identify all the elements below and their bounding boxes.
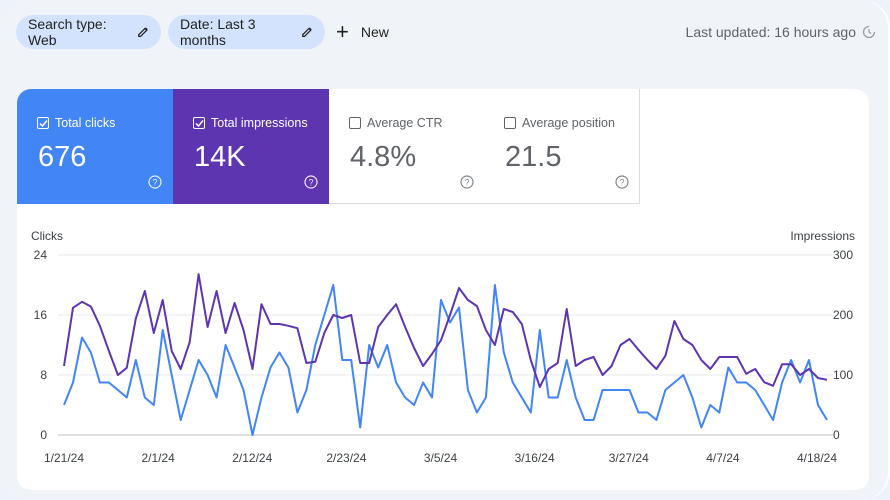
- total-impressions-tile[interactable]: Total impressions 14K ?: [173, 89, 329, 204]
- total-clicks-tile[interactable]: Total clicks 676 ?: [17, 89, 173, 204]
- last-updated-status: Last updated: 16 hours ago: [686, 24, 876, 40]
- plus-icon: +: [336, 19, 349, 44]
- checkbox-unchecked-icon[interactable]: [504, 117, 516, 129]
- date-filter-label: Date: Last 3 months: [180, 16, 256, 48]
- help-icon[interactable]: ?: [615, 175, 629, 189]
- metric-value: 14K: [194, 141, 246, 173]
- metric-value: 676: [38, 141, 87, 173]
- x-axis-tick-label: 3/16/24: [515, 451, 555, 465]
- average-ctr-tile[interactable]: Average CTR 4.8% ?: [329, 89, 485, 204]
- svg-text:?: ?: [464, 178, 469, 188]
- svg-text:?: ?: [308, 178, 313, 188]
- checkbox-unchecked-icon[interactable]: [349, 117, 361, 129]
- x-axis-tick-label: 2/12/24: [232, 451, 272, 465]
- x-axis-tick-label: 2/1/24: [141, 451, 175, 465]
- metric-value: 21.5: [505, 141, 562, 173]
- impressions-series-line: [63, 273, 828, 388]
- svg-text:?: ?: [152, 178, 157, 188]
- average-position-tile[interactable]: Average position 21.5 ?: [484, 89, 640, 204]
- svg-text:?: ?: [619, 178, 624, 188]
- metric-label: Total clicks: [55, 116, 116, 130]
- right-axis-tick-label: 200: [833, 308, 853, 322]
- metric-value: 4.8%: [350, 141, 417, 173]
- x-axis-tick-label: 3/5/24: [424, 451, 458, 465]
- left-axis-tick-label: 24: [34, 248, 48, 262]
- performance-line-chart: Clicks Impressions 0 8 16 24 0 100 200 300 1/21/…: [31, 229, 855, 465]
- clicks-series-line: [63, 284, 828, 436]
- x-axis-tick-label: 4/18/24: [797, 451, 837, 465]
- right-axis-tick-label: 300: [833, 248, 853, 262]
- edit-pencil-icon[interactable]: [301, 25, 313, 39]
- search-type-filter-chip[interactable]: Search type: Web: [16, 15, 161, 49]
- x-axis-tick-label: 1/21/24: [44, 451, 84, 465]
- help-icon[interactable]: ?: [460, 175, 474, 189]
- left-axis-tick-label: 16: [34, 308, 48, 322]
- date-filter-chip[interactable]: Date: Last 3 months: [168, 15, 325, 49]
- metric-label: Average position: [522, 116, 615, 130]
- new-filter-label: New: [360, 24, 389, 40]
- checkbox-checked-icon[interactable]: [37, 117, 49, 129]
- left-axis-tick-label: 8: [40, 368, 47, 382]
- metric-label: Total impressions: [211, 116, 308, 130]
- performance-card: Total clicks 676 ? Total impressions 14K…: [17, 89, 869, 490]
- x-axis-tick-label: 4/7/24: [706, 451, 740, 465]
- checkbox-checked-icon[interactable]: [193, 117, 205, 129]
- right-axis-tick-label: 100: [833, 368, 853, 382]
- metric-label: Average CTR: [367, 116, 443, 130]
- left-axis-tick-label: 0: [40, 428, 47, 442]
- x-axis-tick-label: 2/23/24: [326, 451, 366, 465]
- x-axis-tick-label: 3/27/24: [609, 451, 649, 465]
- new-filter-button[interactable]: + New: [336, 18, 389, 46]
- right-axis-title: Impressions: [790, 229, 855, 243]
- last-updated-text: Last updated: 16 hours ago: [685, 24, 856, 40]
- help-icon[interactable]: ?: [148, 175, 162, 189]
- help-icon[interactable]: ?: [304, 175, 318, 189]
- right-axis-tick-label: 0: [833, 428, 840, 442]
- left-axis-title: Clicks: [31, 229, 63, 243]
- clock-icon: [862, 25, 876, 39]
- edit-pencil-icon[interactable]: [137, 25, 149, 39]
- search-type-filter-label: Search type: Web: [28, 16, 107, 48]
